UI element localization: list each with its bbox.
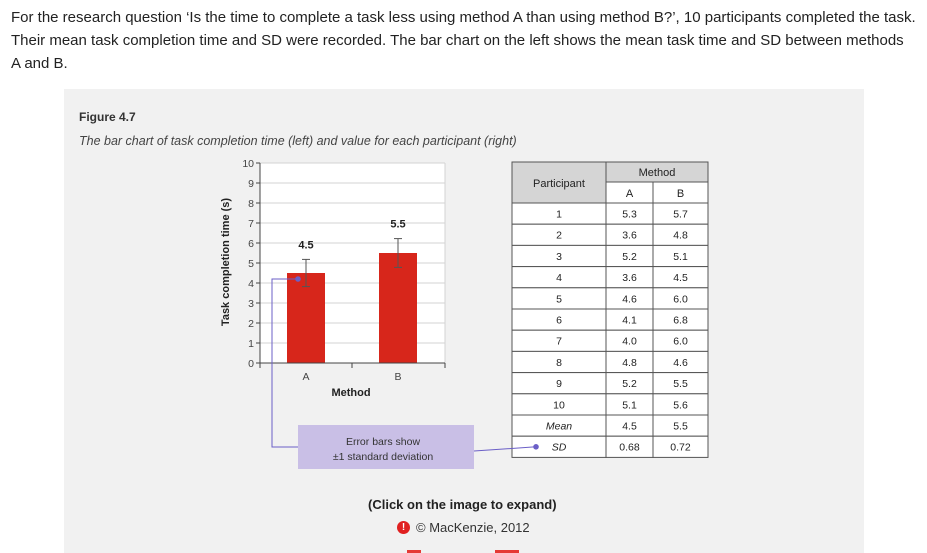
- annotation-box: [298, 425, 474, 469]
- annotation-connector: [271, 278, 298, 448]
- table-cell: 8: [556, 357, 562, 369]
- table-cell: 5.1: [673, 251, 688, 263]
- annotation-text: ±1 standard deviation: [333, 451, 433, 463]
- y-tick-label: 9: [248, 178, 254, 190]
- table-cell: 0.72: [670, 442, 691, 454]
- table-cell: 6.0: [673, 336, 688, 348]
- x-tick-label: A: [302, 371, 309, 383]
- connector-dot: [295, 276, 301, 282]
- bar: [287, 273, 325, 363]
- alert-icon: !: [397, 521, 410, 534]
- copyright-line: ! © MacKenzie, 2012: [397, 520, 530, 535]
- y-tick-label: 0: [248, 358, 254, 370]
- table-column-header: B: [677, 188, 684, 200]
- intro-paragraph: For the research question ‘Is the time t…: [11, 9, 916, 72]
- table-cell: 4.5: [673, 272, 688, 284]
- decor-mark: [407, 550, 421, 553]
- annotation-connector: [473, 446, 537, 452]
- table-cell: 5.5: [673, 378, 688, 390]
- table-cell: 4.6: [622, 293, 637, 305]
- y-tick-label: 4: [248, 278, 254, 290]
- y-tick-label: 10: [242, 158, 254, 170]
- y-tick-label: 2: [248, 318, 254, 330]
- y-tick-label: 7: [248, 218, 254, 230]
- table-cell: 6: [556, 315, 562, 327]
- table-cell: 4.0: [622, 336, 637, 348]
- figure-panel[interactable]: [64, 89, 864, 553]
- table-cell: 2: [556, 230, 562, 242]
- table-cell: 1: [556, 209, 562, 221]
- table-cell: 5.6: [673, 399, 688, 411]
- table-cell: 4.8: [622, 357, 637, 369]
- y-tick-label: 3: [248, 298, 254, 310]
- table-column-header: A: [626, 188, 634, 200]
- table-cell: 4: [556, 272, 562, 284]
- table-cell: 5.7: [673, 209, 688, 221]
- table-cell: 9: [556, 378, 562, 390]
- copyright-text: © MacKenzie, 2012: [416, 520, 530, 535]
- table-cell: 7: [556, 336, 562, 348]
- connector-dot: [533, 444, 539, 450]
- table-cell: 6.8: [673, 315, 688, 327]
- y-tick-label: 5: [248, 258, 254, 270]
- table-header-participant: Participant: [533, 178, 585, 190]
- x-axis-label: Method: [331, 387, 370, 399]
- data-label: 5.5: [390, 219, 405, 231]
- table-cell: 3.6: [622, 230, 637, 242]
- table-cell: 5.3: [622, 209, 637, 221]
- annotation-text: Error bars show: [346, 436, 421, 448]
- y-tick-label: 6: [248, 238, 254, 250]
- table-cell-box: [652, 435, 709, 458]
- data-label: 4.5: [298, 239, 313, 251]
- error-bar-annotation: Error bars show ±1 standard deviation: [271, 276, 539, 469]
- x-tick-label: B: [394, 371, 401, 383]
- table-cell: 3: [556, 251, 562, 263]
- table-cell: 5.2: [622, 251, 637, 263]
- table-cell: 3.6: [622, 272, 637, 284]
- participant-table: Participant Method A B 1 5.3 5.7 2 3.6 4.8 3 5.2 5.1…: [511, 161, 709, 458]
- table-cell: 6.0: [673, 293, 688, 305]
- table-cell: 4.8: [673, 230, 688, 242]
- table-cell: 0.68: [619, 442, 640, 454]
- figure-caption: The bar chart of task completion time (l…: [79, 134, 517, 148]
- y-tick-label: 8: [248, 198, 254, 210]
- table-cell: 5: [556, 293, 562, 305]
- table-cell: Mean: [546, 421, 572, 433]
- table-cell: SD: [552, 442, 567, 454]
- table-cell: 4.1: [622, 315, 637, 327]
- table-cell: 5.5: [673, 421, 688, 433]
- chart-bars: 4.5 5.5: [287, 219, 417, 363]
- table-cell: 5.2: [622, 378, 637, 390]
- table-header-method: Method: [639, 167, 676, 179]
- table-cell: 4.5: [622, 421, 637, 433]
- y-tick-label: 1: [248, 338, 254, 350]
- table-cell: 10: [553, 399, 565, 411]
- y-axis-label: Task completion time (s): [220, 198, 232, 326]
- decor-mark: [495, 550, 519, 553]
- bar: [379, 253, 417, 363]
- figure-title: Figure 4.7: [79, 110, 136, 124]
- chart-axes: 0 1 2 3 4 5 6 7 8 9 10 A B Method Task completion time…: [220, 158, 446, 399]
- click-to-expand-note[interactable]: (Click on the image to expand): [368, 497, 557, 512]
- table-cell: 5.1: [622, 399, 637, 411]
- table-cell: 4.6: [673, 357, 688, 369]
